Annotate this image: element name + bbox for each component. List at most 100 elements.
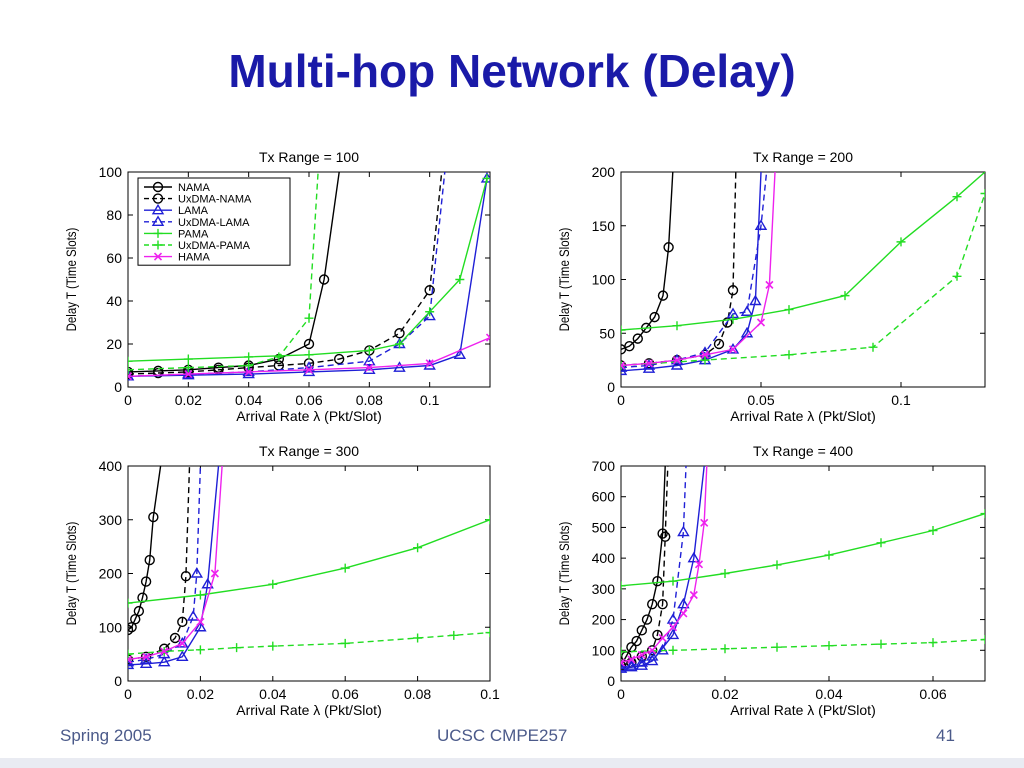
data-point-hama [728, 345, 738, 354]
legend-marker [151, 215, 165, 227]
data-point-uxdma-lama [677, 525, 690, 537]
y-tick-label: 80 [106, 207, 122, 223]
data-point-uxdma-pama [449, 630, 459, 640]
data-point-uxdma-nama [128, 368, 134, 380]
x-tick-label: 0.08 [356, 392, 383, 408]
chart-title: Tx Range = 300 [259, 443, 359, 459]
x-tick-label: 0.08 [404, 686, 431, 702]
x-tick-label: 0.05 [747, 392, 774, 408]
data-point-pama [183, 354, 193, 364]
footer-page-number: 41 [936, 726, 955, 745]
x-tick-label: 0.06 [295, 392, 322, 408]
data-point-pama [840, 291, 850, 301]
data-point-uxdma-nama [652, 629, 663, 641]
series-line-uxdma-lama [128, 466, 202, 663]
data-point-lama [621, 364, 628, 376]
data-point-uxdma-pama [952, 271, 962, 281]
x-axis-label: Arrival Rate λ (Pkt/Slot) [236, 408, 381, 424]
data-point-hama [672, 356, 682, 365]
data-point-uxdma-pama [128, 649, 133, 659]
data-point-uxdma-pama [183, 363, 193, 373]
data-point-pama [128, 598, 133, 608]
data-point-nama [649, 311, 660, 323]
x-tick-label: 0 [124, 686, 132, 702]
y-tick-label: 0 [114, 379, 122, 395]
series-line-lama [128, 466, 220, 666]
data-point-lama [670, 359, 684, 370]
data-point-lama [128, 658, 135, 670]
data-point-uxdma-lama [645, 650, 659, 661]
x-tick-label: 0.1 [891, 392, 911, 408]
data-point-lama [176, 650, 189, 662]
data-point-lama [635, 659, 649, 670]
data-point-hama [658, 633, 667, 643]
x-tick-label: 0.1 [420, 392, 440, 408]
data-point-uxdma-pama [232, 643, 242, 653]
data-point-uxdma-nama [169, 632, 181, 644]
series-line-hama [621, 172, 776, 367]
data-point-uxdma-lama [190, 567, 204, 578]
data-point-lama [677, 597, 690, 609]
data-point-pama [824, 550, 834, 560]
legend-marker [151, 203, 165, 215]
series-line-uxdma-lama [621, 466, 687, 668]
y-tick-label: 700 [592, 458, 616, 474]
data-point-pama [128, 356, 133, 366]
data-point-uxdma-lama [635, 656, 649, 667]
data-point-uxdma-nama [177, 616, 188, 628]
data-point-hama [689, 590, 698, 600]
x-tick-label: 0 [617, 686, 625, 702]
data-point-hama [210, 569, 219, 578]
y-tick-label: 0 [607, 379, 615, 395]
data-point-lama [453, 348, 467, 359]
data-point-hama [648, 646, 657, 655]
data-point-uxdma-nama [660, 531, 671, 542]
data-point-lama [621, 662, 628, 673]
data-point-uxdma-lama [621, 660, 628, 672]
y-axis-label: Delay T (Time Slots) [556, 228, 572, 332]
data-point-lama [726, 342, 740, 354]
chart-title: Tx Range = 100 [259, 149, 359, 165]
y-tick-label: 0 [114, 673, 122, 689]
x-axis-label: Arrival Rate λ (Pkt/Slot) [730, 408, 875, 424]
data-point-hama [644, 359, 654, 368]
data-point-uxdma-pama [268, 641, 278, 651]
series-layer [128, 172, 490, 381]
data-point-pama [340, 563, 350, 573]
data-point-hama [178, 639, 187, 648]
data-point-hama [621, 361, 626, 370]
legend-label: UxDMA-LAMA [178, 217, 250, 229]
series-line-nama [128, 466, 162, 631]
legend-label: NAMA [178, 182, 210, 194]
y-tick-label: 100 [592, 642, 616, 658]
series-layer [621, 172, 985, 376]
y-tick-label: 100 [99, 164, 123, 180]
x-tick-label: 0.02 [175, 392, 202, 408]
legend-label: UxDMA-PAMA [178, 240, 251, 252]
data-point-pama [244, 352, 254, 362]
y-tick-label: 0 [607, 673, 615, 689]
data-point-pama [784, 305, 794, 315]
legend-marker [153, 228, 163, 238]
data-point-pama [672, 321, 682, 331]
x-tick-label: 0.02 [187, 686, 214, 702]
data-point-uxdma-pama [784, 350, 794, 360]
data-point-pama [413, 543, 423, 553]
data-point-uxdma-lama [740, 305, 754, 316]
series-line-pama [128, 519, 490, 604]
y-tick-label: 200 [592, 164, 616, 180]
data-point-uxdma-nama [657, 599, 668, 610]
data-point-hama [365, 363, 374, 372]
data-point-uxdma-pama [485, 628, 490, 638]
series-line-lama [621, 466, 705, 670]
data-point-uxdma-pama [772, 642, 782, 652]
data-point-hama [485, 333, 490, 342]
data-point-uxdma-lama [656, 643, 669, 655]
data-point-hama [700, 350, 710, 359]
data-point-uxdma-pama [720, 644, 730, 654]
legend-marker [153, 240, 163, 250]
y-tick-label: 400 [592, 550, 616, 566]
x-tick-label: 0.06 [332, 686, 359, 702]
data-point-hama [196, 617, 205, 626]
data-point-nama [137, 592, 148, 603]
